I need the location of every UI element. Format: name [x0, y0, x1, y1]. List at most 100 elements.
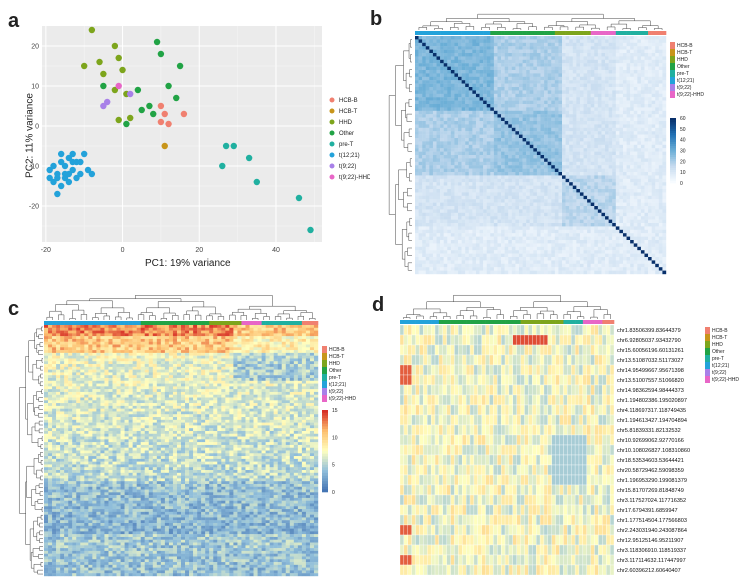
distance-cell	[422, 192, 426, 196]
distance-cell	[432, 87, 437, 91]
distance-cell	[501, 73, 505, 77]
distance-cell	[626, 87, 631, 91]
distance-cell	[597, 257, 602, 261]
distance-row-dendrogram	[409, 84, 412, 93]
distance-cell	[486, 209, 491, 213]
distance-cell	[515, 246, 520, 251]
distance-cell	[644, 39, 649, 43]
distance-cell	[429, 199, 434, 203]
distance-cell	[454, 97, 459, 101]
distance-cell	[594, 110, 599, 115]
distance-cell	[565, 124, 570, 128]
distance-cell	[579, 226, 584, 230]
distance-cell	[579, 73, 584, 77]
distance-cell	[533, 80, 538, 84]
distance-cell	[544, 219, 548, 224]
distance-cell	[554, 124, 559, 128]
distance-cell	[587, 260, 591, 264]
distance-cell	[619, 253, 624, 258]
distance-cell	[587, 250, 591, 254]
distance-cell	[425, 155, 430, 159]
distance-cell	[615, 260, 620, 264]
distance-cell	[576, 199, 581, 203]
distance-cell	[533, 240, 538, 244]
distance-cell	[522, 53, 527, 57]
distance-cell	[429, 127, 434, 132]
distance-cell	[501, 93, 505, 98]
distance-cell	[508, 121, 513, 125]
distance-cell	[511, 243, 516, 247]
distance-annotation-cell	[493, 31, 498, 35]
distance-cell	[569, 76, 573, 81]
distance-cell	[422, 263, 426, 268]
distance-cell	[633, 70, 638, 74]
distance-cell	[576, 107, 581, 111]
distance-cell	[615, 165, 620, 169]
distance-cell	[583, 141, 588, 145]
distance-cell	[637, 182, 642, 186]
distance-cell	[522, 93, 527, 98]
distance-annotation-cell	[508, 31, 513, 35]
distance-cell	[554, 127, 559, 132]
distance-cell	[450, 226, 455, 230]
distance-cell	[626, 192, 631, 196]
distance-cell	[612, 42, 616, 47]
distance-cell	[479, 134, 484, 139]
distance-cell	[662, 202, 667, 207]
distance-cell	[518, 223, 523, 227]
distance-cell	[551, 182, 556, 186]
distance-cell	[468, 199, 473, 203]
distance-cell	[579, 195, 584, 200]
distance-cell	[522, 110, 527, 115]
distance-cell	[630, 138, 634, 142]
distance-cell	[422, 107, 426, 111]
distance-cell	[536, 114, 541, 118]
distance-cell	[662, 246, 667, 251]
pca-point	[88, 26, 96, 34]
distance-cell	[432, 39, 437, 43]
distance-cell	[529, 53, 534, 57]
distance-cell	[504, 212, 509, 217]
distance-cell	[432, 134, 437, 139]
distance-cell	[483, 250, 487, 254]
distance-cell	[465, 246, 469, 251]
distance-cell	[637, 63, 642, 67]
distance-cell	[622, 172, 627, 176]
distance-cell	[533, 104, 538, 108]
distance-cell	[518, 240, 523, 244]
distance-cell	[436, 148, 441, 152]
distance-cell	[626, 63, 631, 67]
distance-cell	[630, 155, 634, 159]
distance-cell	[565, 206, 570, 210]
distance-cell	[637, 36, 642, 40]
distance-cell	[608, 124, 613, 128]
distance-cell	[468, 263, 473, 268]
distance-cell	[637, 189, 642, 193]
distance-cell	[483, 56, 487, 60]
distance-cell	[626, 80, 631, 84]
distance-cell	[515, 76, 520, 81]
distance-cell	[637, 257, 642, 261]
distance-cell	[450, 39, 455, 43]
distance-cell	[612, 36, 616, 40]
distance-cell	[608, 56, 613, 60]
distance-cell	[658, 93, 663, 98]
distance-cell	[597, 233, 602, 237]
distance-cell	[497, 243, 502, 247]
distance-cell	[490, 104, 495, 108]
distance-cell	[605, 124, 609, 128]
distance-cell	[644, 229, 649, 234]
distance-cell	[637, 165, 642, 169]
distance-cell	[472, 66, 477, 71]
distance-annotation-cell	[497, 31, 502, 35]
distance-cell	[436, 263, 441, 268]
distance-cell	[440, 49, 444, 54]
distance-cell	[597, 141, 602, 145]
distance-cell	[637, 185, 642, 190]
distance-cell	[572, 42, 577, 47]
distance-cell	[594, 141, 599, 145]
distance-cell	[425, 260, 430, 264]
distance-cell	[576, 212, 581, 217]
distance-cell	[533, 236, 538, 241]
distance-cell	[612, 233, 616, 237]
